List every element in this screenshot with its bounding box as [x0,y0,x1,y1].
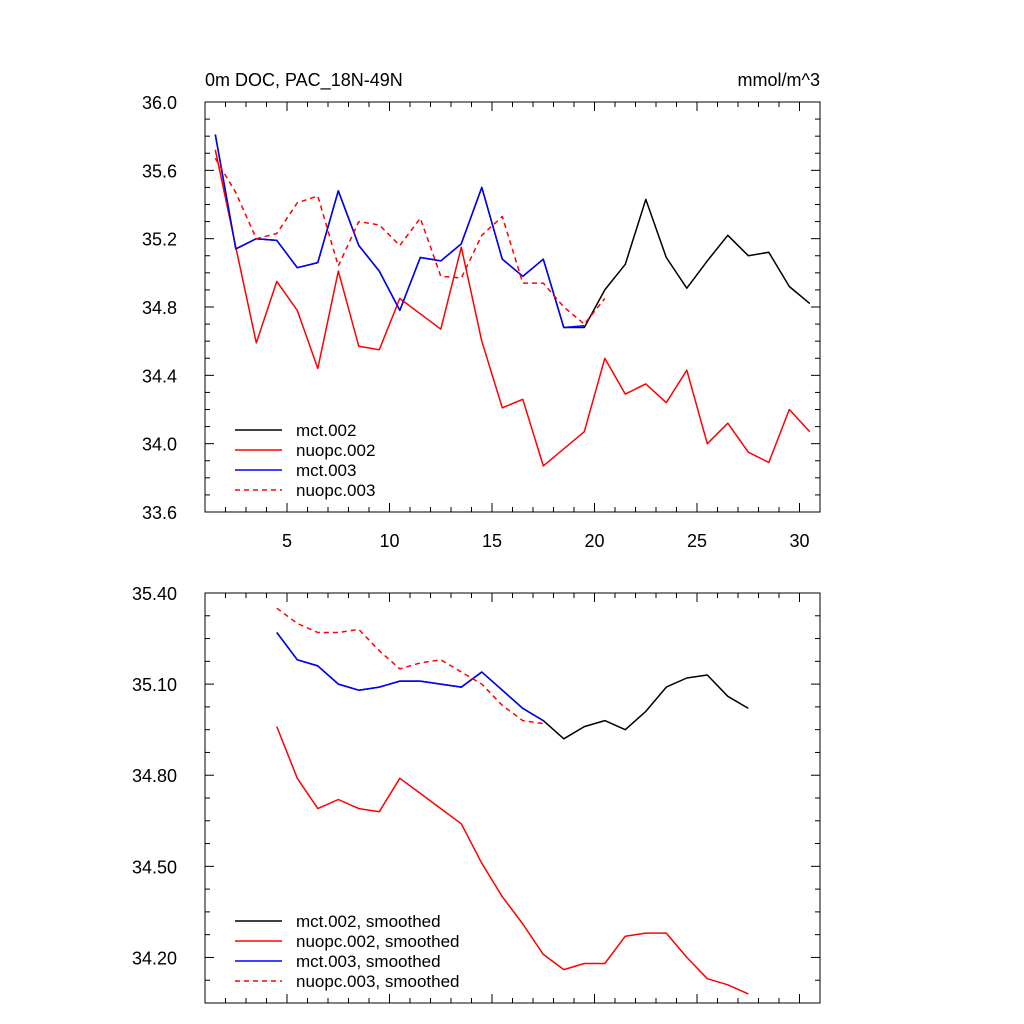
series-line-nuopc-002 [214,149,811,467]
series-line-mct-003 [214,134,585,329]
x-tick-label: 10 [379,531,399,551]
series-line-mct-002-smoothed [276,632,749,740]
chart-title: 0m DOC, PAC_18N-49N [205,70,403,91]
x-tick-label: 25 [687,531,707,551]
series-line-nuopc-003-smoothed [276,607,544,725]
legend-label: mct.003 [296,461,356,480]
series-line-nuopc-002-smoothed [276,726,749,995]
legend-label: mct.002 [296,421,356,440]
panel-bottom: 34.20 34.50 34.80 35.10 35.40 mct.002, smooth… [132,584,821,1004]
series-line-mct-002 [214,134,811,329]
x-tick-label: 5 [282,531,292,551]
y-tick-label: 34.8 [142,298,177,318]
panel-top: 5 10 15 20 25 30 33.6 34.0 34.4 34.8 35.2 35.6 36.0 m… [142,93,821,551]
y-tick-label: 34.4 [142,366,177,386]
y-tick-label: 36.0 [142,93,177,113]
units-label: mmol/m^3 [738,70,820,90]
series-line-nuopc-003 [214,158,606,325]
legend-label: nuopc.003 [296,481,375,500]
y-tick-label: 35.6 [142,161,177,181]
x-tick-label: 30 [789,531,809,551]
y-tick-label: 33.6 [142,503,177,523]
legend-label: nuopc.003, smoothed [296,972,460,991]
legend-label: nuopc.002 [296,441,375,460]
y-tick-label: 35.10 [132,675,177,695]
x-tick-label: 15 [482,531,502,551]
legend-label: mct.002, smoothed [296,912,441,931]
legend-label: mct.003, smoothed [296,952,441,971]
y-tick-label: 35.40 [132,584,177,604]
y-tick-label: 35.2 [142,230,177,250]
y-tick-label: 34.0 [142,435,177,455]
y-tick-label: 34.50 [132,857,177,877]
legend-label: nuopc.002, smoothed [296,932,460,951]
x-tick-label: 20 [584,531,604,551]
y-tick-label: 34.20 [132,948,177,968]
series-line-mct-003-smoothed [276,632,544,722]
y-tick-label: 34.80 [132,766,177,786]
